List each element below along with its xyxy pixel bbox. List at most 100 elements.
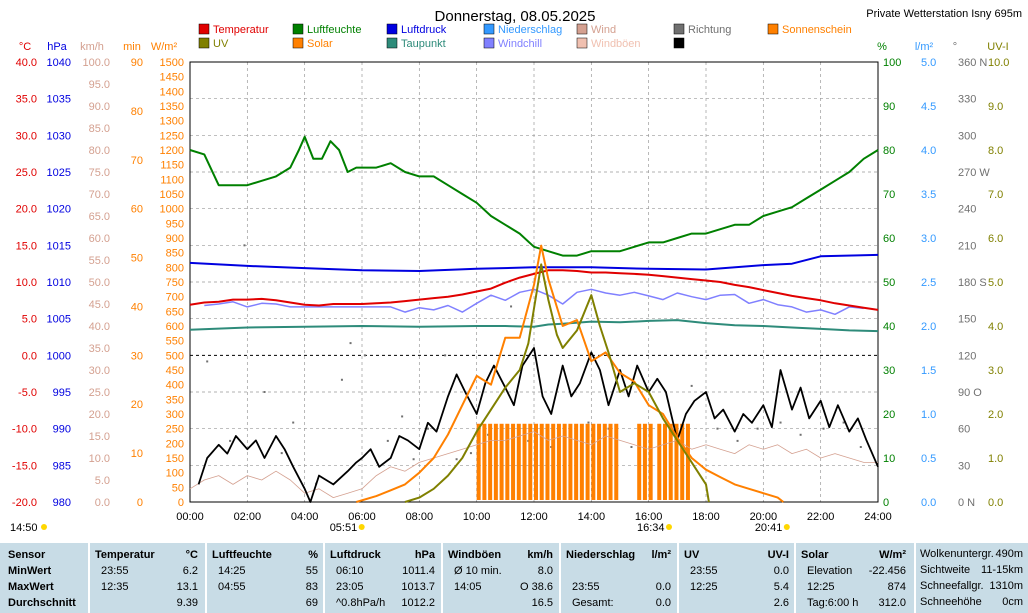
axis-tick-solar: 1300: [160, 116, 184, 128]
axis-tick-solar: 250: [166, 424, 184, 436]
direction-point: [510, 305, 513, 308]
axis-tick-humidity: 90: [883, 101, 895, 113]
axis-tick-minutes: 70: [131, 155, 143, 167]
stat-unit-solar: W/m²: [879, 549, 906, 561]
axis-tick-uv: 1.0: [988, 453, 1003, 465]
direction-point: [822, 427, 825, 430]
stat-value-temperatur: 13.1: [176, 581, 198, 593]
extra-value: 490m: [995, 548, 1023, 560]
series-line-uv: [404, 263, 710, 503]
stat-value-solar: 874: [887, 581, 906, 593]
sunshine-bar: [642, 423, 647, 500]
extra-label: Wolkenuntergr.: [920, 548, 994, 560]
axis-tick-uv: 5.0: [988, 277, 1003, 289]
stat-time-luftdruck: 23:05: [336, 581, 364, 593]
legend-swatch: [673, 37, 685, 49]
axis-tick-uv: 4.0: [988, 321, 1003, 333]
axis-tick-minutes: 40: [131, 301, 143, 313]
axis-tick-uv: 2.0: [988, 409, 1003, 421]
stat-time-luftdruck: 06:10: [336, 565, 364, 577]
sunshine-bar: [608, 423, 613, 500]
axis-tick-direction: 180 S: [958, 277, 987, 289]
axis-tick-minutes: 0: [137, 497, 143, 509]
statistics-table: Sensor MinWert MaxWert Durchschnitt Temperat…: [0, 543, 1028, 613]
axis-tick-humidity: 80: [883, 145, 895, 157]
axis-tick-minutes: 30: [131, 350, 143, 362]
axis-tick-direction: 0 N: [958, 497, 975, 509]
legend-swatch: [576, 37, 588, 49]
stat-time-windboeen: 14:05: [454, 581, 482, 593]
sun-icon: [666, 524, 673, 530]
x-axis-tick: 14:00: [578, 511, 606, 523]
stat-value-luftdruck: 1011.4: [402, 565, 435, 577]
x-axis-tick: 20:00: [750, 511, 778, 523]
axis-tick-wind: 35.0: [89, 343, 110, 355]
sensor-header: Sensor: [8, 549, 46, 561]
axis-tick-temp: -20.0: [12, 497, 37, 509]
sunshine-bar: [499, 423, 504, 500]
series-line-luftdruck: [189, 253, 879, 272]
column-separator: [794, 543, 796, 613]
x-axis-tick: 02:00: [234, 511, 262, 523]
direction-point: [340, 378, 343, 381]
axis-tick-rain: 0.5: [921, 453, 936, 465]
axis-unit-press: hPa: [47, 41, 67, 53]
direction-point: [426, 427, 429, 430]
direction-point: [756, 427, 759, 430]
axis-units: °C hPa km/h min W/m²% l/m² ° UV-I: [19, 41, 1009, 53]
axis-tick-solar: 0: [178, 497, 184, 509]
axis-tick-rain: 0.0: [921, 497, 936, 509]
axis-tick-uv: 3.0: [988, 365, 1003, 377]
axis-tick-solar: 300: [166, 409, 184, 421]
axis-unit-wind: km/h: [80, 41, 104, 53]
axis-tick-solar: 350: [166, 394, 184, 406]
axis-tick-wind: 90.0: [89, 101, 110, 113]
column-separator: [914, 543, 916, 613]
direction-point: [292, 421, 295, 424]
axis-tick-solar: 50: [172, 482, 184, 494]
axis-tick-solar: 950: [166, 218, 184, 230]
axis-tick-solar: 600: [166, 321, 184, 333]
chart-title: Donnerstag, 08.05.2025: [435, 8, 596, 25]
axis-tick-solar: 1050: [160, 189, 184, 201]
x-axis-tick: 04:00: [291, 511, 319, 523]
axis-tick-direction: 360 N: [958, 57, 987, 69]
stat-value-solar: -22.456: [868, 565, 906, 577]
direction-point: [799, 433, 802, 436]
x-axis-tick: 10:00: [463, 511, 491, 523]
axis-tick-solar: 100: [166, 468, 184, 480]
axis-tick-temp: 30.0: [16, 130, 37, 142]
direction-point: [229, 439, 232, 442]
series-line-wind: [189, 431, 878, 499]
legend-label: Temperatur: [213, 24, 269, 36]
sunshine-bar: [556, 423, 561, 500]
axis-tick-rain: 4.5: [921, 101, 936, 113]
direction-point: [842, 421, 845, 424]
axis-tick-temp: 25.0: [16, 167, 37, 179]
axis-tick-pressure: 1000: [47, 350, 71, 362]
x-axis-tick: 18:00: [692, 511, 720, 523]
sunshine-bar: [534, 423, 538, 500]
axis-tick-solar: 550: [166, 336, 184, 348]
sunshine-bar: [522, 423, 527, 500]
sunshine-bar: [482, 423, 487, 500]
sunshine-bar: [648, 423, 653, 500]
direction-point: [206, 360, 209, 363]
sunshine-bar: [585, 423, 590, 500]
sunshine-bar: [516, 423, 521, 500]
legend-label: Luftfeuchte: [307, 24, 361, 36]
stat-time-luftfeuchte: 14:25: [218, 565, 246, 577]
stat-time-windboeen: Ø 10 min.: [454, 565, 502, 577]
sunshine-bar: [528, 423, 533, 500]
stat-value-luftdruck: 1012.2: [401, 597, 435, 609]
axis-tick-wind: 20.0: [89, 409, 110, 421]
legend-swatch: [198, 23, 210, 35]
axis-tick-wind: 55.0: [89, 255, 110, 267]
legend-label: Solar: [307, 38, 333, 50]
axis-tick-wind: 5.0: [95, 475, 110, 487]
axis-tick-wind: 25.0: [89, 387, 110, 399]
axis-tick-pressure: 990: [53, 424, 71, 436]
stat-value-niederschlag: 0.0: [655, 597, 671, 609]
axis-tick-wind: 100.0: [82, 57, 110, 69]
sunshine-bar: [488, 423, 493, 500]
